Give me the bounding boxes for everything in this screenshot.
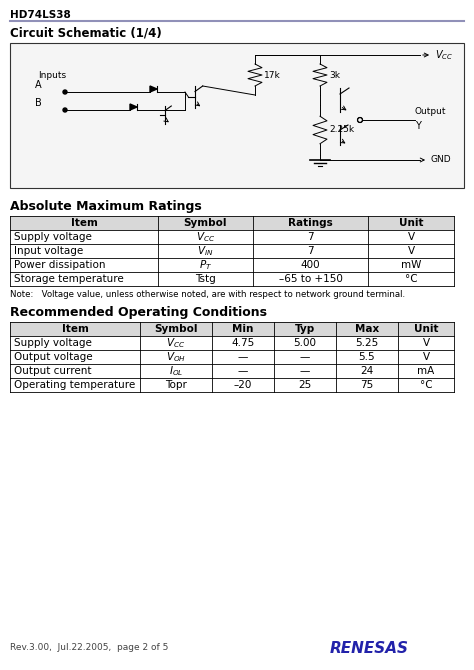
Text: Tstg: Tstg xyxy=(195,274,216,284)
Text: mW: mW xyxy=(401,260,421,270)
Text: Output voltage: Output voltage xyxy=(14,352,92,362)
Text: Storage temperature: Storage temperature xyxy=(14,274,124,284)
Text: $V_{CC}$: $V_{CC}$ xyxy=(166,336,186,350)
Text: RENESAS: RENESAS xyxy=(330,641,409,656)
Text: —: — xyxy=(238,366,248,376)
Text: Ratings: Ratings xyxy=(288,218,333,228)
Text: Typ: Typ xyxy=(295,324,315,334)
Text: Min: Min xyxy=(232,324,254,334)
Bar xyxy=(10,378,454,392)
Text: Inputs: Inputs xyxy=(38,70,66,80)
Text: $V_{CC}$: $V_{CC}$ xyxy=(196,230,215,244)
Text: –65 to +150: –65 to +150 xyxy=(279,274,342,284)
Text: —: — xyxy=(238,352,248,362)
Text: Recommended Operating Conditions: Recommended Operating Conditions xyxy=(10,306,267,319)
Bar xyxy=(10,43,464,188)
Text: Output current: Output current xyxy=(14,366,91,376)
Circle shape xyxy=(63,90,67,94)
Text: B: B xyxy=(35,98,42,108)
Text: 7: 7 xyxy=(307,232,314,242)
Text: V: V xyxy=(422,352,429,362)
Text: —: — xyxy=(300,366,310,376)
Text: Output: Output xyxy=(415,107,447,116)
Text: 5.25: 5.25 xyxy=(356,338,379,348)
Text: Item: Item xyxy=(62,324,89,334)
Text: GND: GND xyxy=(431,155,452,165)
Text: Circuit Schematic (1/4): Circuit Schematic (1/4) xyxy=(10,26,162,39)
Text: $V_{IN}$: $V_{IN}$ xyxy=(197,244,214,258)
Bar xyxy=(10,322,454,336)
Text: HD74LS38: HD74LS38 xyxy=(10,10,71,20)
Text: Topr: Topr xyxy=(165,380,187,390)
Text: 17k: 17k xyxy=(264,70,281,80)
Text: $P_T$: $P_T$ xyxy=(199,258,212,272)
Text: mA: mA xyxy=(418,366,435,376)
Bar xyxy=(10,350,454,364)
Bar xyxy=(10,336,454,350)
Text: Symbol: Symbol xyxy=(184,218,227,228)
Text: V: V xyxy=(408,232,415,242)
Text: Rev.3.00,  Jul.22.2005,  page 2 of 5: Rev.3.00, Jul.22.2005, page 2 of 5 xyxy=(10,643,168,652)
Text: 3k: 3k xyxy=(329,70,340,80)
Bar xyxy=(10,272,454,286)
Text: Input voltage: Input voltage xyxy=(14,246,83,256)
Text: —: — xyxy=(300,352,310,362)
Polygon shape xyxy=(130,104,137,110)
Bar xyxy=(10,258,454,272)
Text: 5.00: 5.00 xyxy=(293,338,317,348)
Text: 400: 400 xyxy=(301,260,320,270)
Bar xyxy=(10,364,454,378)
Text: V: V xyxy=(408,246,415,256)
Text: 7: 7 xyxy=(307,246,314,256)
Text: Note:   Voltage value, unless otherwise noted, are with respect to network groun: Note: Voltage value, unless otherwise no… xyxy=(10,290,405,299)
Text: $V_{CC}$: $V_{CC}$ xyxy=(435,48,453,62)
Polygon shape xyxy=(150,86,157,92)
Circle shape xyxy=(63,108,67,112)
Text: 5.5: 5.5 xyxy=(359,352,375,362)
Text: V: V xyxy=(422,338,429,348)
Text: 75: 75 xyxy=(360,380,374,390)
Text: Operating temperature: Operating temperature xyxy=(14,380,135,390)
Text: °C: °C xyxy=(419,380,432,390)
Bar xyxy=(10,230,454,244)
Text: $I_{OL}$: $I_{OL}$ xyxy=(169,364,183,378)
Text: Item: Item xyxy=(71,218,98,228)
Text: A: A xyxy=(35,80,42,90)
Text: Power dissipation: Power dissipation xyxy=(14,260,106,270)
Text: Y: Y xyxy=(415,121,421,131)
Text: Symbol: Symbol xyxy=(154,324,198,334)
Text: Supply voltage: Supply voltage xyxy=(14,232,92,242)
Text: Absolute Maximum Ratings: Absolute Maximum Ratings xyxy=(10,200,202,213)
Text: –20: –20 xyxy=(234,380,252,390)
Text: $V_{OH}$: $V_{OH}$ xyxy=(166,350,186,364)
Text: °C: °C xyxy=(405,274,417,284)
Text: 4.75: 4.75 xyxy=(231,338,255,348)
Text: Unit: Unit xyxy=(414,324,438,334)
Bar xyxy=(10,244,454,258)
Text: 25: 25 xyxy=(298,380,311,390)
Text: 24: 24 xyxy=(360,366,374,376)
Text: Unit: Unit xyxy=(399,218,423,228)
Bar xyxy=(10,216,454,230)
Text: 2.25k: 2.25k xyxy=(329,125,354,135)
Text: Max: Max xyxy=(355,324,379,334)
Text: Supply voltage: Supply voltage xyxy=(14,338,92,348)
